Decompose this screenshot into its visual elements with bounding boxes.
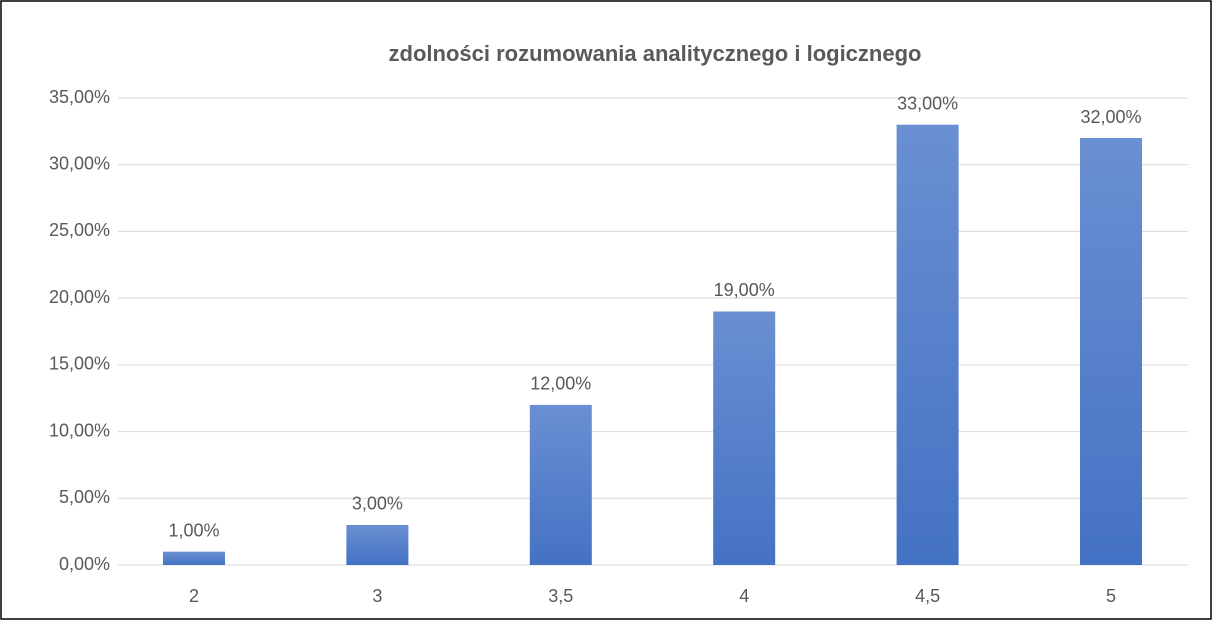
data-label: 32,00% [1080,107,1141,127]
y-tick-label: 15,00% [49,354,110,374]
y-tick-label: 10,00% [49,420,110,440]
data-label: 12,00% [530,374,591,394]
bar [1080,138,1142,565]
bar [713,311,776,565]
x-tick-label: 4,5 [915,586,940,606]
y-tick-label: 5,00% [59,487,110,507]
data-label: 19,00% [714,280,775,300]
x-tick-label: 3 [372,586,382,606]
chart-title: zdolności rozumowania analitycznego i lo… [389,41,922,66]
bar [896,124,959,565]
x-tick-label: 2 [189,586,199,606]
bar [529,404,592,565]
y-tick-label: 0,00% [59,554,110,574]
y-tick-label: 20,00% [49,287,110,307]
data-label: 3,00% [352,494,403,514]
data-label: 33,00% [897,93,958,113]
bar [163,551,225,565]
x-tick-label: 3,5 [548,586,573,606]
y-tick-label: 35,00% [49,87,110,107]
y-tick-label: 25,00% [49,220,110,240]
x-tick-label: 4 [739,586,749,606]
y-tick-label: 30,00% [49,153,110,173]
x-tick-label: 5 [1106,586,1116,606]
bar [346,524,409,565]
data-label: 1,00% [168,520,219,540]
